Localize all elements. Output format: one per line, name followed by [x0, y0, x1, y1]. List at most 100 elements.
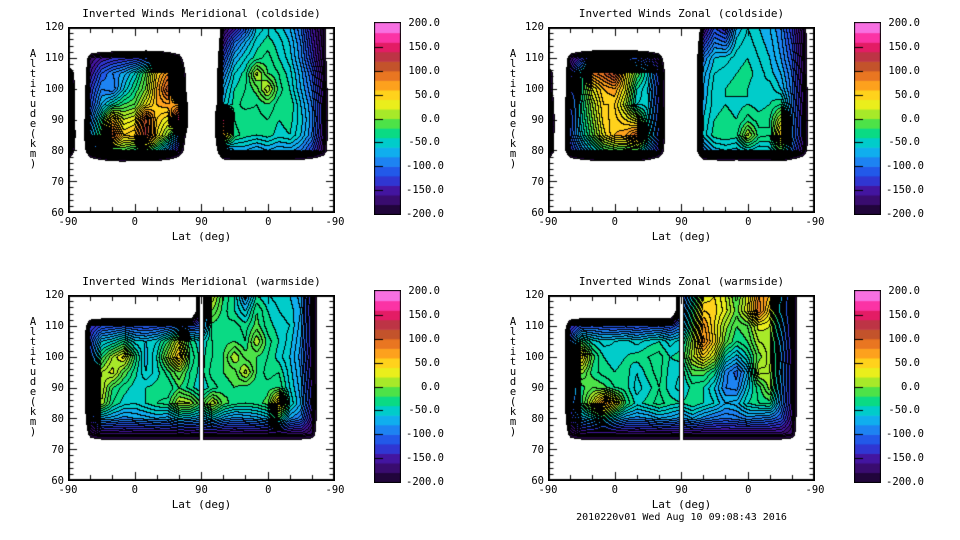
- y-axis-title-char: d: [29, 108, 37, 120]
- colorbar-tick-label: 200.0: [888, 285, 920, 297]
- colorbar-tick-label: 100.0: [408, 332, 440, 345]
- colorbar-tick-label: -100.0: [886, 160, 924, 173]
- colorbar-tick-label: -150.0: [886, 452, 924, 465]
- colorbar-tick-label: -200.0: [406, 208, 444, 220]
- x-tick-label: 0: [131, 216, 138, 228]
- y-tick-label: 60: [531, 475, 544, 487]
- y-axis-title-char: t: [29, 68, 37, 80]
- x-tick-label: -90: [325, 216, 345, 228]
- panel-title-meridional-warmside: Inverted Winds Meridional (warmside): [82, 275, 321, 288]
- y-axis-title-char: i: [29, 346, 37, 358]
- colorbar-tick-label: -200.0: [886, 208, 924, 220]
- colorbar-tick-label: -150.0: [406, 452, 444, 465]
- x-tick-label: 90: [675, 484, 688, 496]
- y-axis-title-char: m: [29, 416, 37, 428]
- y-tick-label: 100: [45, 83, 64, 95]
- colorbar-canvas: [374, 290, 401, 483]
- timestamp-footer: 2010220v01 Wed Aug 10 09:08:43 2016: [576, 512, 787, 523]
- colorbar-tick-label: 150.0: [888, 308, 920, 321]
- colorbar-canvas: [854, 290, 881, 483]
- colorbar-tick-label: -50.0: [408, 404, 440, 417]
- y-axis-title-char: e: [29, 386, 37, 398]
- y-axis-title-char: t: [509, 68, 517, 80]
- colorbar-tick-label: -50.0: [888, 136, 920, 149]
- colorbar-canvas: [854, 22, 881, 215]
- y-axis-title-char: l: [29, 326, 37, 338]
- colorbar-tick-label: -50.0: [888, 404, 920, 417]
- y-axis-title-char: i: [509, 78, 517, 90]
- y-tick-label: 90: [531, 382, 544, 394]
- colorbar-tick-label: 50.0: [414, 88, 440, 101]
- x-tick-label: -90: [325, 484, 345, 496]
- y-tick-label: 70: [51, 444, 64, 456]
- colorbar-tick-label: 200.0: [888, 17, 920, 29]
- y-tick-label: 120: [45, 21, 64, 33]
- contour-plot-canvas: [548, 27, 815, 213]
- y-tick-label: 110: [45, 52, 64, 64]
- y-axis-title-char: t: [29, 336, 37, 348]
- y-tick-label: 80: [51, 413, 64, 425]
- y-tick-label: 80: [531, 145, 544, 157]
- y-axis-title-char: l: [509, 58, 517, 70]
- panel-title-meridional-coldside: Inverted Winds Meridional (coldside): [82, 7, 321, 20]
- x-axis-title: Lat (deg): [171, 498, 232, 511]
- y-axis-title-char: u: [29, 98, 37, 110]
- x-tick-label: 0: [611, 484, 618, 496]
- y-tick-label: 120: [45, 289, 64, 301]
- x-axis-title: Lat (deg): [651, 230, 712, 243]
- y-axis-title-char: A: [29, 316, 37, 328]
- panel-title-zonal-warmside: Inverted Winds Zonal (warmside): [578, 275, 785, 288]
- colorbar-tick-label: -100.0: [406, 428, 444, 441]
- y-axis-title-char: m: [29, 148, 37, 160]
- y-axis-title-char: ): [509, 426, 517, 438]
- contour-plot-canvas: [68, 27, 335, 213]
- colorbar-tick-label: 0.0: [421, 112, 440, 125]
- x-tick-label: 0: [611, 216, 618, 228]
- x-tick-label: -90: [805, 484, 825, 496]
- colorbar-tick-label: 150.0: [408, 308, 440, 321]
- x-tick-label: -90: [58, 216, 78, 228]
- y-axis-title-char: A: [509, 316, 517, 328]
- x-tick-label: 90: [675, 216, 688, 228]
- colorbar-tick-label: 50.0: [894, 356, 920, 369]
- y-axis-title-char: t: [509, 336, 517, 348]
- colorbar-tick-label: -200.0: [406, 476, 444, 488]
- colorbar-tick-label: 100.0: [888, 332, 920, 345]
- colorbar-tick-label: 100.0: [408, 64, 440, 77]
- y-tick-label: 70: [531, 444, 544, 456]
- y-tick-label: 110: [525, 320, 544, 332]
- colorbar-tick-label: -200.0: [886, 476, 924, 488]
- y-axis-title-char: ): [29, 158, 37, 170]
- y-tick-label: 100: [525, 351, 544, 363]
- y-axis-title-char: k: [29, 138, 37, 150]
- y-tick-label: 110: [45, 320, 64, 332]
- colorbar-tick-label: -100.0: [886, 428, 924, 441]
- colorbar-tick-label: -100.0: [406, 160, 444, 173]
- x-tick-label: 0: [745, 484, 752, 496]
- y-tick-label: 90: [531, 114, 544, 126]
- y-axis-title-char: d: [509, 376, 517, 388]
- y-tick-label: 60: [51, 475, 64, 487]
- y-tick-label: 120: [525, 21, 544, 33]
- y-axis-title-char: d: [29, 376, 37, 388]
- colorbar-canvas: [374, 22, 401, 215]
- y-axis-title-char: A: [29, 48, 37, 60]
- y-axis-title-char: e: [509, 118, 517, 130]
- y-tick-label: 110: [525, 52, 544, 64]
- y-axis-title-char: u: [29, 366, 37, 378]
- colorbar-tick-label: -50.0: [408, 136, 440, 149]
- y-tick-label: 70: [51, 176, 64, 188]
- contour-plot-canvas: [68, 295, 335, 481]
- y-axis-title-char: t: [509, 356, 517, 368]
- y-axis-title-char: d: [509, 108, 517, 120]
- y-axis-title-char: (: [29, 396, 37, 408]
- y-axis-title-char: t: [29, 356, 37, 368]
- y-axis-title-char: e: [29, 118, 37, 130]
- x-axis-title: Lat (deg): [651, 498, 712, 511]
- x-tick-label: 90: [195, 216, 208, 228]
- y-tick-label: 80: [51, 145, 64, 157]
